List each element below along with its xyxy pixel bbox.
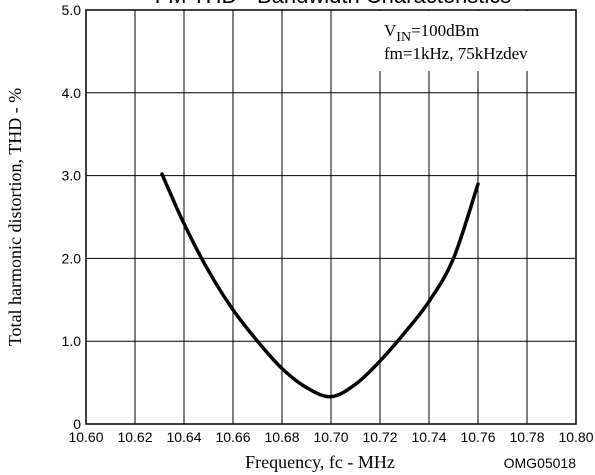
vin-prefix: V <box>384 21 397 40</box>
x-tick-label: 10.68 <box>264 429 299 445</box>
y-tick-labels: 0 1.0 2.0 3.0 4.0 5.0 <box>62 2 82 432</box>
x-tick-label: 10.74 <box>411 429 446 445</box>
plot-frame <box>85 9 577 425</box>
x-tick-label: 10.60 <box>68 429 103 445</box>
x-tick-label: 10.64 <box>166 429 201 445</box>
y-tick-label: 2.0 <box>62 250 82 266</box>
x-tick-labels: 10.60 10.62 10.64 10.66 10.68 10.70 10.72 10.74… <box>68 429 593 445</box>
y-axis-label: Total harmonic distortion, THD - % <box>5 88 25 346</box>
vin-value: =100dBm <box>411 21 479 40</box>
y-tick-label: 4.0 <box>62 85 82 101</box>
modulation-annotation: fm=1kHz, 75kHzdev <box>384 44 528 63</box>
figure-code: OMG05018 <box>504 455 577 471</box>
x-tick-label: 10.72 <box>362 429 397 445</box>
legend-box: VIN=100dBm fm=1kHz, 75kHzdev <box>372 11 572 71</box>
vin-subscript: IN <box>396 30 411 45</box>
x-tick-label: 10.62 <box>117 429 152 445</box>
grid <box>85 9 577 425</box>
vin-annotation: VIN=100dBm <box>384 21 479 45</box>
thd-curve <box>160 172 480 399</box>
x-tick-label: 10.70 <box>313 429 348 445</box>
x-tick-label: 10.80 <box>558 429 593 445</box>
y-tick-label: 1.0 <box>62 333 82 349</box>
chart-title: FM THD - Bandwidth Characteristics <box>155 0 512 8</box>
y-tick-label: 5.0 <box>62 2 82 18</box>
annotation-background <box>372 11 572 71</box>
y-tick-label: 0 <box>73 416 81 432</box>
x-tick-label: 10.76 <box>460 429 495 445</box>
x-tick-label: 10.66 <box>215 429 250 445</box>
x-axis-label: Frequency, fc - MHz <box>245 452 395 472</box>
y-tick-label: 3.0 <box>62 168 82 184</box>
x-tick-label: 10.78 <box>509 429 544 445</box>
